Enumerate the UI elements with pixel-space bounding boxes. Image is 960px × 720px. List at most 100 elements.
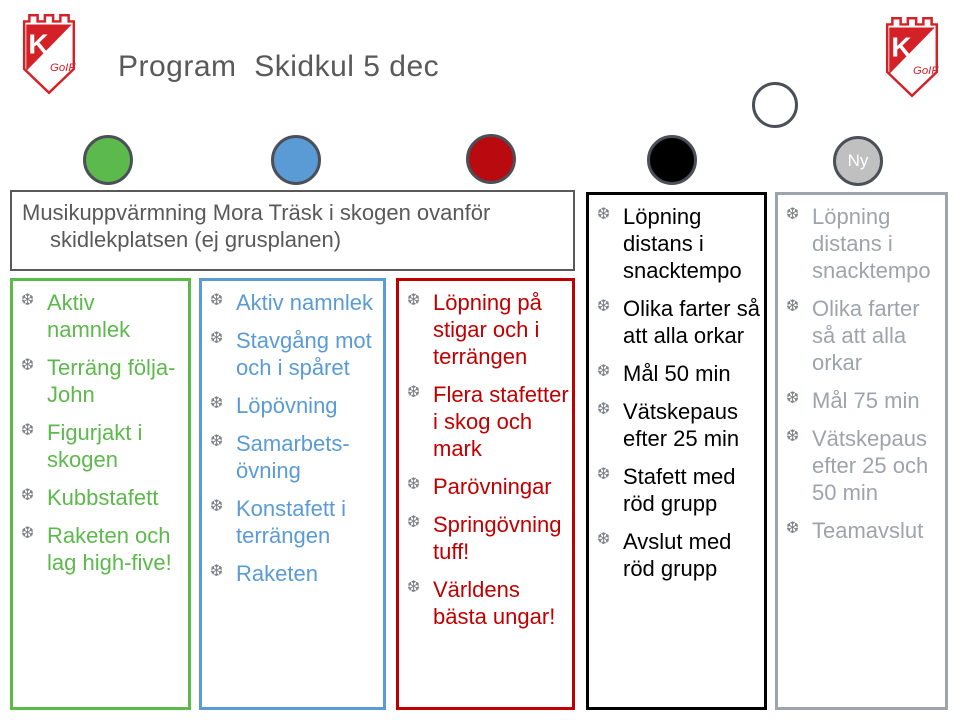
snowflake-icon: ❆ [407, 577, 421, 596]
list-item-text: Löpning distans i snacktempo [812, 204, 931, 283]
banner-line-2: skidlekplatsen (ej grusplanen) [50, 227, 342, 252]
snowflake-icon: ❆ [597, 399, 611, 418]
list-item-text: Terräng följa- John [47, 355, 176, 407]
snowflake-icon: ❆ [210, 328, 224, 347]
list-item: ❆ Löpövning [210, 392, 380, 419]
group-circle-white [752, 82, 798, 128]
list-item: ❆ Flera stafetter i skog och mark [407, 381, 569, 462]
list-item: ❆ Aktiv namnlek [210, 289, 380, 316]
logo-club-name: GoIF [913, 65, 939, 77]
list-item: ❆ Springövning tuff! [407, 511, 569, 565]
logo-letter: K [891, 31, 911, 62]
logo-club-name: GoIF [50, 62, 76, 74]
group-card-red: ❆ Löpning på stigar och i terrängen ❆ Flera… [396, 278, 575, 710]
group-card-green: ❆ Aktiv namnlek ❆ Terräng följa- John ❆ Figur… [10, 278, 191, 710]
shield-diagonal [889, 27, 935, 75]
list-item-text: Samarbets- övning [236, 431, 350, 483]
snowflake-icon: ❆ [597, 296, 611, 315]
group-card-blue: ❆ Aktiv namnlek ❆ Stavgång mot och i spåret… [199, 278, 386, 710]
group-circle-green [83, 135, 133, 185]
list-item-text: Figurjakt i skogen [47, 420, 143, 472]
shield-diagonal [26, 24, 72, 72]
list-item-text: Löpning distans i snacktempo [623, 204, 742, 283]
snowflake-icon: ❆ [786, 388, 800, 407]
list-item-text: Världens bästa ungar! [433, 577, 556, 629]
club-logo-left: K GoIF [22, 13, 76, 95]
list-item: ❆ Kubbstafett [21, 484, 185, 511]
snowflake-icon: ❆ [407, 474, 421, 493]
list-item-text: Avslut med röd grupp [623, 529, 732, 581]
snowflake-icon: ❆ [210, 393, 224, 412]
snowflake-icon: ❆ [786, 296, 800, 315]
list-item-text: Raketen och lag high-five! [47, 523, 172, 575]
list-item-text: Parövningar [433, 474, 552, 499]
banner-line-1: Musikuppvärmning Mora Träsk i skogen ova… [22, 200, 491, 225]
list-item-text: Flera stafetter i skog och mark [433, 382, 569, 461]
list-item-text: Konstafett i terrängen [236, 496, 347, 548]
list-item: ❆ Raketen och lag high-five! [21, 522, 185, 576]
list-item: ❆ Raketen [210, 560, 380, 587]
list-item-text: Aktiv namnlek [47, 290, 131, 342]
list-item-text: Mål 50 min [623, 361, 731, 386]
list-item: ❆ Avslut med röd grupp [597, 528, 761, 582]
snowflake-icon: ❆ [21, 290, 35, 309]
snowflake-icon: ❆ [21, 355, 35, 374]
snowflake-icon: ❆ [21, 523, 35, 542]
list-item-text: Stavgång mot och i spåret [236, 328, 372, 380]
snowflake-icon: ❆ [597, 529, 611, 548]
list-item-text: Olika farter så att alla orkar [812, 296, 920, 375]
list-item: ❆ Teamavslut [786, 517, 942, 544]
snowflake-icon: ❆ [786, 426, 800, 445]
list-item-text: Vätskepaus efter 25 och 50 min [812, 426, 929, 505]
snowflake-icon: ❆ [21, 420, 35, 439]
new-badge-label: Ny [847, 151, 869, 170]
list-item: ❆ Vätskepaus efter 25 och 50 min [786, 425, 942, 506]
group-circle-new: Ny [833, 136, 883, 186]
list-item: ❆ Stafett med röd grupp [597, 463, 761, 517]
list-item: ❆ Mål 75 min [786, 387, 942, 414]
list-item-text: Kubbstafett [47, 485, 159, 510]
snowflake-icon: ❆ [21, 485, 35, 504]
list-item: ❆ Samarbets- övning [210, 430, 380, 484]
list-item: ❆ Löpning på stigar och i terrängen [407, 289, 569, 370]
list-item-text: Raketen [236, 561, 318, 586]
list-item: ❆ Vätskepaus efter 25 min [597, 398, 761, 452]
logo-letter: K [28, 28, 48, 59]
list-item-text: Aktiv namnlek [236, 290, 373, 315]
snowflake-icon: ❆ [407, 382, 421, 401]
list-item-text: Mål 75 min [812, 388, 920, 413]
snowflake-icon: ❆ [597, 204, 611, 223]
club-logo-right: K GoIF [885, 16, 939, 98]
snowflake-icon: ❆ [786, 204, 800, 223]
snowflake-icon: ❆ [210, 290, 224, 309]
list-item-text: Stafett med röd grupp [623, 464, 736, 516]
list-item: ❆ Stavgång mot och i spåret [210, 327, 380, 381]
snowflake-icon: ❆ [597, 361, 611, 380]
group-circle-blue [271, 135, 321, 185]
page-title: Program Skidkul 5 dec [118, 50, 440, 83]
list-item: ❆ Konstafett i terrängen [210, 495, 380, 549]
group-circle-black [647, 135, 697, 185]
snowflake-icon: ❆ [407, 290, 421, 309]
list-item-text: Löpövning [236, 393, 338, 418]
list-item: ❆ Parövningar [407, 473, 569, 500]
group-circle-red [466, 134, 516, 184]
list-item-text: Springövning tuff! [433, 512, 562, 564]
list-item: ❆ Terräng följa- John [21, 354, 185, 408]
list-item: ❆ Världens bästa ungar! [407, 576, 569, 630]
snowflake-icon: ❆ [210, 431, 224, 450]
list-item-text: Teamavslut [812, 518, 924, 543]
list-item: ❆ Mål 50 min [597, 360, 761, 387]
list-item-text: Löpning på stigar och i terrängen [433, 290, 542, 369]
list-item: ❆ Olika farter så att alla orkar [786, 295, 942, 376]
snowflake-icon: ❆ [597, 464, 611, 483]
group-card-gray: ❆ Löpning distans i snacktempo ❆ Olika fart… [775, 192, 948, 710]
list-item: ❆ Aktiv namnlek [21, 289, 185, 343]
list-item-text: Vätskepaus efter 25 min [623, 399, 740, 451]
list-item: ❆ Olika farter så att alla orkar [597, 295, 761, 349]
list-item: ❆ Löpning distans i snacktempo [597, 203, 761, 284]
group-card-black: ❆ Löpning distans i snacktempo ❆ Olika fart… [586, 192, 767, 710]
snowflake-icon: ❆ [786, 518, 800, 537]
warmup-banner: Musikuppvärmning Mora Träsk i skogen ova… [10, 190, 575, 271]
